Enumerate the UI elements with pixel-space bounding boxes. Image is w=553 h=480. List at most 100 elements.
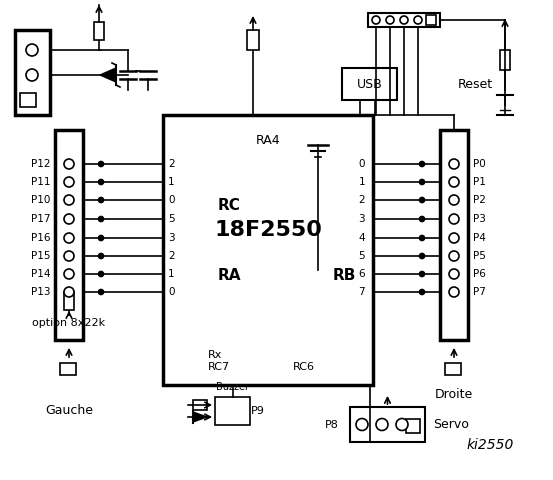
Bar (440, 130, 468, 340)
Circle shape (420, 272, 425, 276)
Text: P8: P8 (325, 420, 339, 430)
Circle shape (98, 197, 103, 203)
Text: P16: P16 (30, 233, 50, 243)
Circle shape (64, 287, 74, 297)
Circle shape (449, 287, 459, 297)
Text: RA: RA (218, 267, 242, 283)
Circle shape (420, 289, 425, 295)
Text: 18F2550: 18F2550 (214, 220, 322, 240)
Text: 2: 2 (358, 195, 365, 205)
Text: 2: 2 (168, 159, 175, 169)
Text: 5: 5 (358, 251, 365, 261)
Text: 1: 1 (168, 177, 175, 187)
Circle shape (64, 159, 74, 169)
Polygon shape (100, 68, 116, 82)
Text: P14: P14 (30, 269, 50, 279)
Text: 1: 1 (168, 269, 175, 279)
Circle shape (98, 161, 103, 167)
Circle shape (64, 269, 74, 279)
Bar (60, 363, 76, 375)
Text: 7: 7 (358, 287, 365, 297)
Bar (55, 130, 83, 340)
Circle shape (449, 233, 459, 243)
Circle shape (98, 216, 103, 221)
Text: 6: 6 (358, 269, 365, 279)
Text: Reset: Reset (458, 79, 493, 92)
Text: P4: P4 (473, 233, 486, 243)
Polygon shape (193, 412, 207, 422)
Text: P3: P3 (473, 214, 486, 224)
Bar (247, 30, 259, 50)
Bar (342, 68, 397, 100)
Circle shape (420, 216, 425, 221)
Circle shape (449, 251, 459, 261)
Bar (406, 419, 420, 433)
Text: P0: P0 (473, 159, 486, 169)
Circle shape (449, 177, 459, 187)
Text: 0: 0 (168, 195, 175, 205)
Text: P13: P13 (30, 287, 50, 297)
Text: P17: P17 (30, 214, 50, 224)
Bar (350, 407, 425, 442)
Text: 5: 5 (168, 214, 175, 224)
Circle shape (64, 251, 74, 261)
Circle shape (98, 236, 103, 240)
Text: P7: P7 (473, 287, 486, 297)
Circle shape (376, 419, 388, 431)
Circle shape (98, 272, 103, 276)
Text: P15: P15 (30, 251, 50, 261)
Circle shape (414, 16, 422, 24)
Circle shape (26, 69, 38, 81)
Text: 1: 1 (358, 177, 365, 187)
Text: Gauche: Gauche (45, 404, 93, 417)
Text: Buzzer: Buzzer (216, 382, 249, 392)
Circle shape (420, 253, 425, 259)
Text: RC7: RC7 (208, 362, 230, 372)
Text: P9: P9 (251, 406, 265, 416)
Circle shape (98, 289, 103, 295)
Text: P6: P6 (473, 269, 486, 279)
Text: P12: P12 (30, 159, 50, 169)
Text: 3: 3 (168, 233, 175, 243)
Circle shape (420, 236, 425, 240)
Bar (368, 13, 440, 27)
Text: P2: P2 (473, 195, 486, 205)
Circle shape (98, 180, 103, 184)
Circle shape (420, 197, 425, 203)
Text: 0: 0 (358, 159, 365, 169)
Circle shape (449, 159, 459, 169)
Circle shape (372, 16, 380, 24)
Bar (15, 30, 50, 115)
Text: 2: 2 (168, 251, 175, 261)
Circle shape (449, 214, 459, 224)
Text: P5: P5 (473, 251, 486, 261)
Circle shape (420, 161, 425, 167)
Bar (426, 15, 436, 25)
Text: Droite: Droite (435, 388, 473, 401)
Text: RC6: RC6 (293, 362, 315, 372)
Circle shape (356, 419, 368, 431)
Bar (163, 115, 373, 385)
Text: RA4: RA4 (255, 133, 280, 146)
Text: Rx: Rx (208, 350, 222, 360)
Text: P10: P10 (30, 195, 50, 205)
Circle shape (396, 419, 408, 431)
Bar (94, 22, 104, 40)
Text: P1: P1 (473, 177, 486, 187)
Bar (193, 400, 207, 410)
Circle shape (64, 195, 74, 205)
Circle shape (420, 180, 425, 184)
Text: Servo: Servo (433, 418, 469, 431)
Text: 0: 0 (168, 287, 175, 297)
Circle shape (449, 195, 459, 205)
Circle shape (64, 177, 74, 187)
Circle shape (98, 253, 103, 259)
Bar (215, 397, 250, 425)
Bar (64, 292, 74, 310)
Circle shape (386, 16, 394, 24)
Bar (445, 363, 461, 375)
Text: USB: USB (357, 77, 382, 91)
Circle shape (449, 269, 459, 279)
Circle shape (26, 44, 38, 56)
Text: RC: RC (218, 197, 241, 213)
